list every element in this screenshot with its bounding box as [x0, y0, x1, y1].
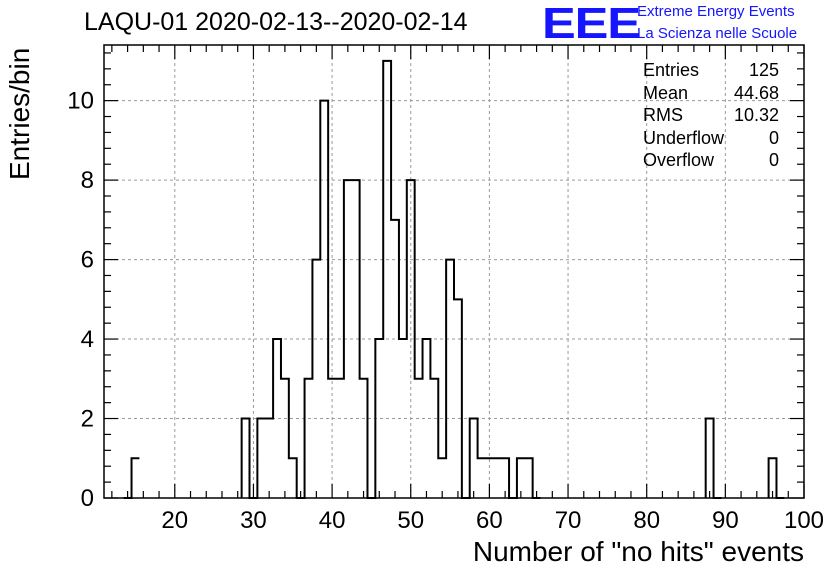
stat-value: 10.32 [733, 105, 779, 125]
histogram-bin [430, 379, 438, 498]
y-tick-label: 8 [81, 167, 94, 194]
histogram-bin [454, 299, 462, 498]
histogram-bin [360, 379, 368, 498]
plot-frame-rect [103, 44, 805, 499]
x-tick-label: 40 [319, 507, 346, 534]
stat-value: 0 [768, 150, 779, 170]
stat-label: RMS [643, 105, 683, 125]
eee-logo: EEE [542, 0, 641, 48]
plot-frame [103, 44, 805, 499]
logo-line-1: Extreme Energy Events [637, 3, 795, 20]
y-tick-label: 4 [81, 326, 94, 353]
histogram-bin [257, 419, 265, 498]
x-tick-label: 20 [161, 507, 188, 534]
histogram-bin [391, 220, 399, 498]
y-tick-label: 2 [81, 406, 94, 433]
logo-line-2: La Scienza nelle Scuole [637, 25, 798, 42]
stat-row-underflow: Underflow 0 [643, 127, 779, 150]
y-tick-label: 10 [67, 88, 94, 115]
histogram-bin [281, 379, 289, 498]
x-tick-label: 60 [476, 507, 503, 534]
x-tick-label: 30 [240, 507, 267, 534]
histogram-bin [328, 379, 336, 498]
stat-label: Overflow [643, 150, 715, 170]
y-tick-label: 0 [81, 485, 94, 512]
histogram-bin [289, 458, 297, 498]
histogram-outline [123, 59, 785, 499]
stat-value: 44.68 [733, 82, 779, 103]
x-tick-label: 90 [712, 507, 739, 534]
histogram-bin [320, 101, 328, 498]
histogram-bin [706, 419, 714, 498]
stat-label: Underflow [643, 127, 725, 148]
stat-row-overflow: Overflow 0 [643, 149, 779, 172]
histogram-bin [470, 419, 478, 498]
x-tick-label: 100 [784, 507, 824, 534]
histogram-bin [312, 260, 320, 498]
histogram-bin [415, 379, 423, 498]
stat-row-rms: RMS 10.32 [643, 104, 779, 127]
axis-ticks: 20 30 40 50 60 70 80 90 100 0 2 4 6 8 10 [67, 45, 824, 534]
stat-label: Mean [643, 82, 689, 103]
x-tick-label: 80 [633, 507, 660, 534]
stat-label: Entries [643, 60, 700, 80]
stats-box: Entries 125 Mean 44.68 RMS 10.32 Underfl… [643, 59, 779, 172]
x-tick-label: 50 [397, 507, 424, 534]
histogram-bars [123, 59, 785, 499]
stat-value: 0 [768, 127, 779, 148]
stat-value: 125 [748, 60, 779, 80]
histogram-bin [242, 419, 250, 498]
x-tick-label: 70 [555, 507, 582, 534]
histogram-bin [336, 379, 344, 498]
histogram-bin [525, 458, 533, 498]
stat-row-mean: Mean 44.68 [643, 82, 779, 105]
histogram-bin [446, 260, 454, 498]
histogram-bin [305, 379, 313, 498]
histogram-bin [478, 458, 486, 498]
x-axis-label: Number of "no hits" events [472, 536, 804, 567]
histogram-bin [493, 458, 501, 498]
chart-title: LAQU-01 2020-02-13--2020-02-14 [84, 8, 468, 36]
stat-row-entries: Entries 125 [643, 59, 779, 82]
histogram-bin [383, 61, 391, 498]
y-tick-label: 6 [81, 247, 94, 274]
y-axis-label: Entries/bin [4, 47, 35, 180]
histogram-bin [132, 458, 140, 498]
histogram-bin [265, 419, 273, 498]
